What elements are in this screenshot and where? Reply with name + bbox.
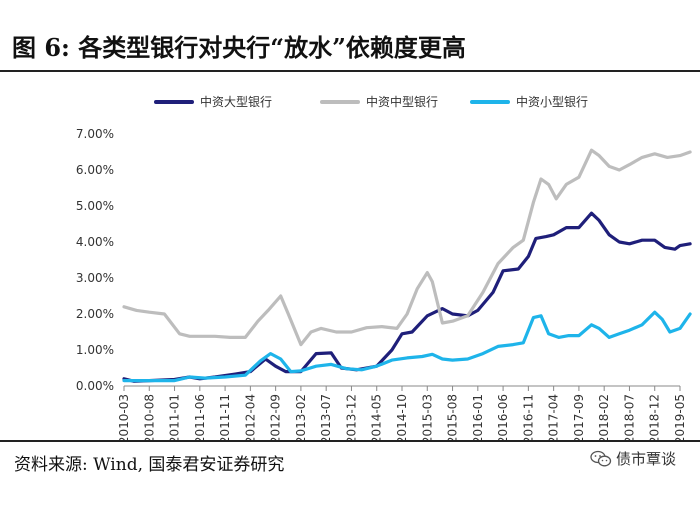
line-chart: 中资大型银行 中资中型银行 中资小型银行 7.00% 6.00% 5.00% 4.00% 3… [76,94,692,440]
y-tick-label: 3.00% [76,271,114,285]
x-tick-label: 2013-12 [344,394,358,440]
x-tick-label: 2018-02 [597,394,611,440]
x-tick-label: 2015-08 [446,394,460,440]
series-line-2 [122,148,692,347]
series-line-3 [122,310,692,383]
y-tick-label: 5.00% [76,199,114,213]
legend-label-3: 中资小型银行 [516,94,588,109]
y-tick-label: 2.00% [76,307,114,321]
y-tick-label: 7.00% [76,127,114,141]
x-tick-label: 2017-09 [572,394,586,440]
y-tick-label: 4.00% [76,235,114,249]
source-note: 资料来源: Wind, 国泰君安证券研究 [14,455,285,475]
x-tick-label: 2014-05 [370,394,384,440]
x-tick-label: 2013-02 [294,394,308,440]
x-tick-label: 2018-12 [648,394,662,440]
x-tick-label: 2014-10 [395,394,409,440]
x-axis: 2010-03 2010-08 2011-01 2011-06 2011-11 2012-… [117,385,687,440]
x-tick-label: 2013-07 [319,394,333,440]
x-tick-label: 2016-11 [521,394,535,440]
x-tick-label: 2015-03 [420,394,434,440]
y-tick-label: 6.00% [76,163,114,177]
x-tick-label: 2012-09 [269,394,283,440]
x-tick-label: 2010-03 [117,394,131,440]
x-tick-label: 2017-04 [547,394,561,440]
y-tick-label: 1.00% [76,343,114,357]
y-tick-label: 0.00% [76,379,114,393]
legend-label-1: 中资大型银行 [200,94,272,109]
y-axis: 7.00% 6.00% 5.00% 4.00% 3.00% 2.00% 1.00% 0.00% [76,127,114,393]
figure-title: 图 6: 各类型银行对央行“放水”依赖度更高 [12,33,466,62]
footer-divider [0,440,700,442]
x-tick-label: 2018-07 [622,394,636,440]
watermark: 债市覃谈 [590,448,676,469]
x-tick-label: 2011-01 [168,394,182,440]
x-tick-label: 2016-01 [471,394,485,440]
series-group [122,148,692,383]
wechat-icon [590,450,612,466]
x-tick-label: 2011-11 [218,394,232,440]
watermark-text: 债市覃谈 [616,450,677,468]
legend-label-2: 中资中型银行 [366,94,438,109]
x-tick-label: 2011-06 [193,394,207,440]
chart-legend: 中资大型银行 中资中型银行 中资小型银行 [154,94,588,109]
x-tick-label: 2016-06 [496,394,510,440]
x-tick-label: 2010-08 [142,394,156,440]
x-tick-label: 2012-04 [243,394,257,440]
x-tick-label: 2019-05 [673,394,687,440]
title-divider [0,70,700,72]
series-line-1 [122,211,692,383]
